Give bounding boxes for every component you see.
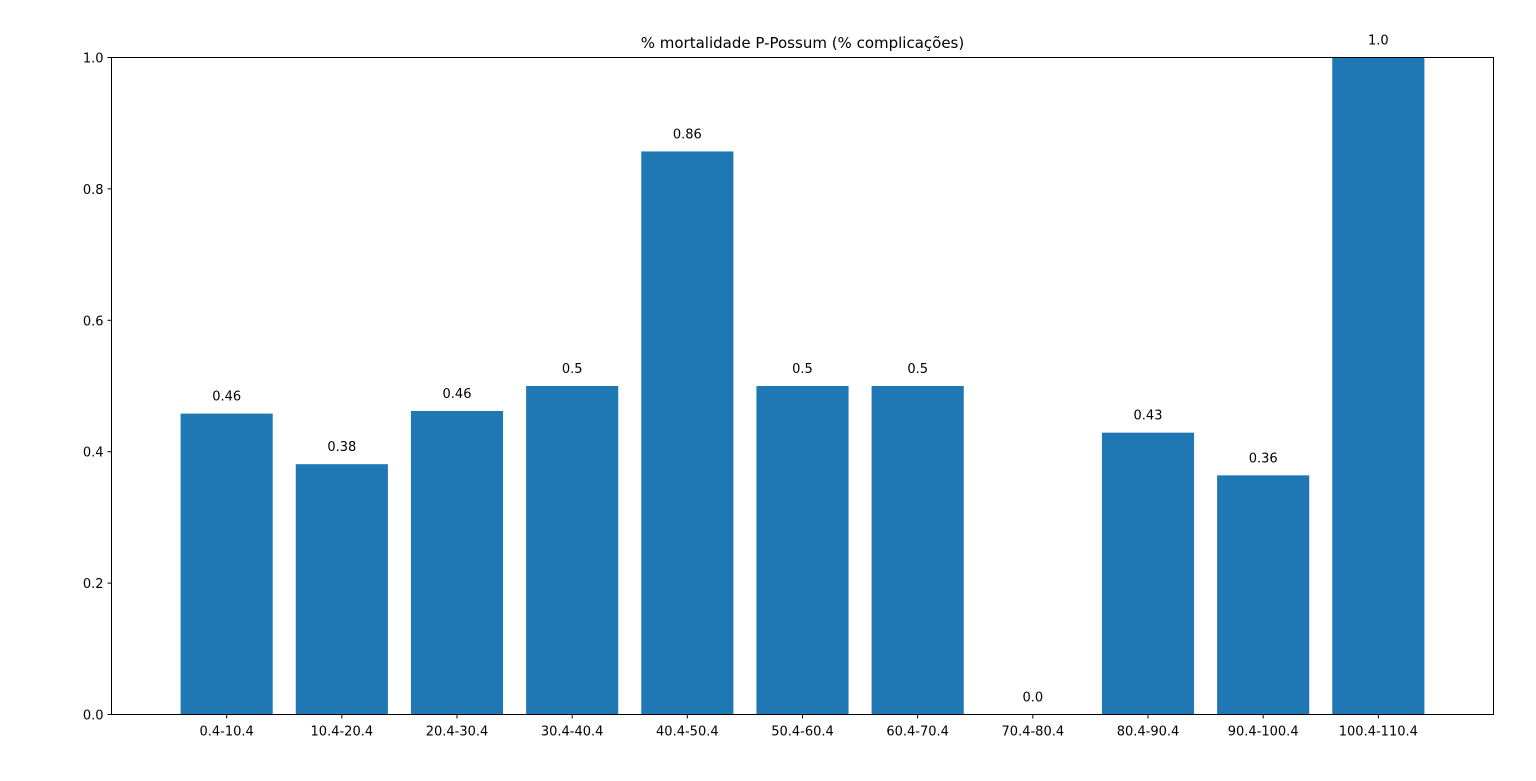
chart-title: % mortalidade P-Possum (% complicações): [641, 34, 964, 52]
bar-40.4-50.4: [641, 151, 734, 715]
bar-value-label: 0.43: [1134, 409, 1163, 424]
bar-60.4-70.4: [871, 386, 964, 715]
bar-value-label: 0.38: [327, 440, 356, 455]
bar-90.4-100.4: [1217, 475, 1310, 715]
bar-value-label: 0.0: [1022, 691, 1043, 706]
bar-100.4-110.4: [1332, 57, 1425, 715]
x-axis: 0.4-10.4 10.4-20.4 20.4-30.4 30.4-40.4 40.4-…: [200, 714, 1418, 740]
x-tick-label: 80.4-90.4: [1117, 725, 1180, 740]
bar-80.4-90.4: [1101, 432, 1195, 715]
bar-value-label: 0.46: [212, 390, 241, 405]
bar-value-label: 0.5: [792, 362, 813, 377]
bar-value-label: 0.46: [443, 387, 472, 402]
x-tick-label: 40.4-50.4: [656, 725, 719, 740]
x-tick-label: 100.4-110.4: [1339, 725, 1418, 740]
x-tick-label: 30.4-40.4: [541, 725, 604, 740]
bar-value-label: 0.86: [673, 127, 702, 142]
x-tick-label: 90.4-100.4: [1228, 725, 1299, 740]
bar-10.4-20.4: [295, 464, 388, 715]
x-tick-label: 10.4-20.4: [311, 725, 374, 740]
bars-layer: [180, 57, 1425, 715]
bar-20.4-30.4: [410, 410, 504, 715]
x-tick-label: 60.4-70.4: [886, 725, 949, 740]
bar-value-label: 0.5: [907, 362, 928, 377]
x-tick-label: 50.4-60.4: [771, 725, 834, 740]
bar-30.4-40.4: [526, 386, 619, 715]
y-tick-label: 0.8: [83, 183, 104, 198]
x-tick-label: 70.4-80.4: [1002, 725, 1065, 740]
bar-50.4-60.4: [756, 386, 849, 715]
x-tick-label: 0.4-10.4: [200, 725, 254, 740]
y-axis: 0.0 0.2 0.4 0.6 0.8 1.0: [83, 52, 112, 724]
bar-0.4-10.4: [180, 413, 273, 715]
y-tick-label: 1.0: [83, 52, 104, 67]
y-tick-label: 0.6: [83, 314, 104, 329]
y-tick-label: 0.4: [83, 446, 104, 461]
x-tick-label: 20.4-30.4: [426, 725, 489, 740]
bar-value-label: 1.0: [1368, 34, 1389, 49]
plot-frame: [111, 57, 1494, 715]
bar-value-label: 0.5: [562, 362, 583, 377]
y-tick-label: 0.2: [83, 577, 104, 592]
y-tick-label: 0.0: [83, 709, 104, 724]
bar-labels-layer: 0.46 0.38 0.46 0.5 0.86 0.5 0.5 0.0 0.43 0.36 1.0: [212, 34, 1388, 706]
bar-value-label: 0.36: [1249, 451, 1278, 466]
